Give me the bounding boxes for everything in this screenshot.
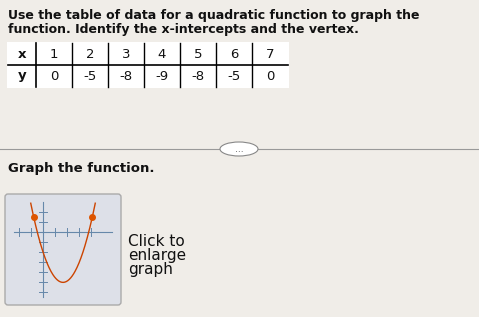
Text: 5: 5 [194, 48, 202, 61]
Text: x: x [18, 48, 26, 61]
Text: ...: ... [235, 145, 243, 153]
Text: Use the table of data for a quadratic function to graph the: Use the table of data for a quadratic fu… [8, 9, 420, 22]
Text: Graph the function.: Graph the function. [8, 162, 155, 175]
Text: -8: -8 [192, 69, 205, 82]
Ellipse shape [220, 142, 258, 156]
Text: 7: 7 [266, 48, 274, 61]
Text: 1: 1 [50, 48, 58, 61]
Text: 0: 0 [266, 69, 274, 82]
Text: y: y [18, 69, 26, 82]
Text: -9: -9 [156, 69, 169, 82]
Text: 2: 2 [86, 48, 94, 61]
Text: function. Identify the x-intercepts and the vertex.: function. Identify the x-intercepts and … [8, 23, 359, 36]
Text: 0: 0 [50, 69, 58, 82]
Text: -5: -5 [83, 69, 97, 82]
Text: enlarge: enlarge [128, 248, 186, 263]
Text: -8: -8 [119, 69, 133, 82]
Text: 4: 4 [158, 48, 166, 61]
Bar [8, 43, 288, 87]
Text: 3: 3 [122, 48, 130, 61]
Text: graph: graph [128, 262, 173, 277]
FancyBboxPatch shape [5, 194, 121, 305]
Text: -5: -5 [228, 69, 240, 82]
Text: 6: 6 [230, 48, 238, 61]
Text: Click to: Click to [128, 234, 185, 249]
